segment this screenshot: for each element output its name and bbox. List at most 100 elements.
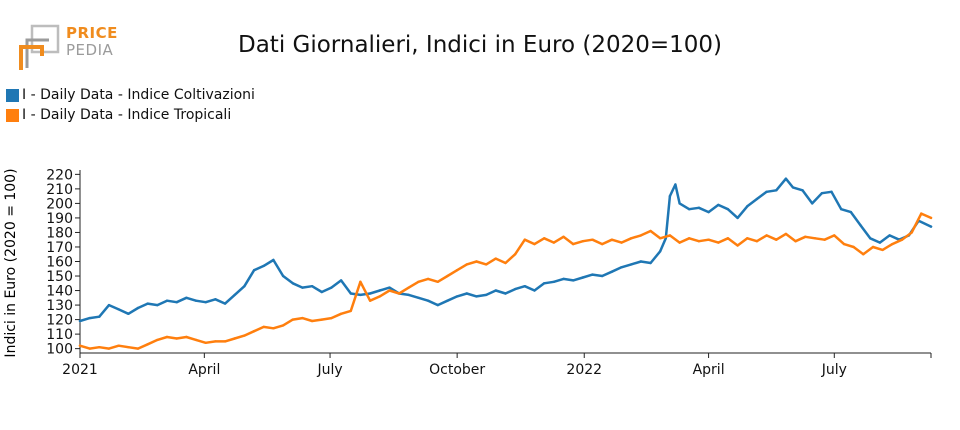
data-point bbox=[233, 293, 236, 297]
y-tick-label: 110 bbox=[46, 327, 73, 343]
data-point bbox=[446, 299, 449, 302]
data-point bbox=[859, 224, 862, 227]
data-point bbox=[678, 202, 681, 205]
data-point bbox=[320, 318, 323, 321]
data-point bbox=[707, 210, 710, 214]
data-point bbox=[830, 190, 833, 193]
data-point bbox=[252, 269, 256, 272]
x-tick-label: July bbox=[821, 362, 847, 378]
data-point bbox=[888, 234, 891, 237]
data-point bbox=[146, 302, 149, 305]
data-point bbox=[804, 235, 807, 238]
legend-item-coltivazioni[interactable]: I - Daily Data - Indice Coltivazioni bbox=[6, 85, 255, 105]
data-point bbox=[791, 186, 795, 189]
data-point bbox=[562, 277, 565, 281]
data-point bbox=[736, 216, 739, 220]
series-layer bbox=[78, 177, 933, 350]
data-point bbox=[833, 234, 836, 237]
data-point bbox=[281, 324, 285, 327]
data-point bbox=[455, 269, 459, 272]
data-point bbox=[301, 316, 304, 320]
y-tick-label: 140 bbox=[46, 284, 73, 300]
data-point bbox=[620, 241, 623, 244]
data-point bbox=[233, 337, 236, 340]
data-point bbox=[755, 197, 759, 201]
data-point bbox=[117, 344, 120, 347]
data-point bbox=[339, 312, 343, 315]
data-point bbox=[262, 325, 265, 329]
data-point bbox=[881, 248, 884, 252]
data-point bbox=[117, 308, 120, 311]
data-point bbox=[359, 293, 362, 297]
data-point bbox=[849, 210, 853, 214]
data-point bbox=[407, 286, 410, 289]
data-point bbox=[98, 346, 101, 349]
data-point bbox=[649, 229, 652, 233]
data-point bbox=[368, 299, 372, 302]
data-point bbox=[726, 208, 730, 211]
data-point bbox=[755, 240, 759, 243]
data-point bbox=[591, 238, 594, 241]
data-point bbox=[165, 299, 169, 302]
data-point bbox=[272, 258, 275, 262]
x-tick-label: July bbox=[316, 362, 342, 378]
pricepedia-logo: PRICE PEDIA bbox=[18, 24, 128, 74]
data-point bbox=[146, 343, 149, 346]
data-point bbox=[775, 238, 778, 241]
data-point bbox=[165, 335, 169, 339]
data-point bbox=[891, 242, 894, 246]
y-tick-label: 170 bbox=[46, 240, 73, 256]
y-axis-label: Indici in Euro (2020 = 100) bbox=[3, 168, 19, 357]
data-point bbox=[475, 295, 478, 298]
series-line-0 bbox=[78, 177, 933, 323]
data-point bbox=[243, 285, 246, 288]
data-point bbox=[639, 234, 643, 237]
data-point bbox=[88, 347, 91, 350]
data-point bbox=[678, 241, 681, 244]
data-point bbox=[465, 292, 468, 295]
data-point bbox=[552, 241, 556, 244]
series-0 bbox=[78, 177, 933, 323]
data-point bbox=[301, 286, 304, 289]
data-point bbox=[842, 242, 846, 246]
data-point bbox=[649, 261, 652, 265]
data-point bbox=[175, 337, 178, 340]
data-point bbox=[736, 244, 739, 247]
data-point bbox=[620, 266, 623, 269]
logo-corner-mid bbox=[25, 38, 49, 68]
data-point bbox=[214, 340, 217, 343]
legend-label-coltivazioni: I - Daily Data - Indice Coltivazioni bbox=[22, 87, 255, 103]
data-point bbox=[291, 282, 294, 285]
data-point bbox=[659, 237, 662, 240]
data-point bbox=[243, 334, 246, 337]
data-point bbox=[310, 319, 314, 323]
data-point bbox=[127, 312, 130, 315]
data-point bbox=[339, 279, 343, 282]
x-tick-label: April bbox=[693, 362, 725, 378]
data-point bbox=[726, 237, 730, 240]
legend-item-tropicali[interactable]: I - Daily Data - Indice Tropicali bbox=[6, 105, 255, 125]
data-point bbox=[784, 177, 788, 180]
legend-swatch-tropicali bbox=[6, 108, 19, 122]
data-point bbox=[697, 240, 701, 243]
data-point bbox=[107, 347, 111, 350]
y-tick-label: 120 bbox=[46, 313, 73, 329]
data-point bbox=[485, 263, 488, 266]
data-point bbox=[717, 203, 720, 207]
data-point bbox=[368, 292, 372, 295]
data-point bbox=[871, 245, 875, 249]
data-point bbox=[204, 301, 207, 304]
y-tick-label: 130 bbox=[46, 298, 73, 314]
y-tick-label: 220 bbox=[46, 167, 73, 183]
data-point bbox=[523, 238, 526, 241]
y-tick-label: 210 bbox=[46, 182, 73, 198]
data-point bbox=[194, 338, 198, 342]
data-point bbox=[436, 280, 439, 283]
chart-title: Dati Giornalieri, Indici in Euro (2020=1… bbox=[238, 32, 722, 58]
x-tick-label: 2022 bbox=[566, 362, 602, 378]
data-point bbox=[581, 276, 585, 279]
data-point bbox=[572, 279, 575, 282]
y-tick-label: 150 bbox=[46, 269, 73, 285]
data-point bbox=[504, 261, 507, 265]
